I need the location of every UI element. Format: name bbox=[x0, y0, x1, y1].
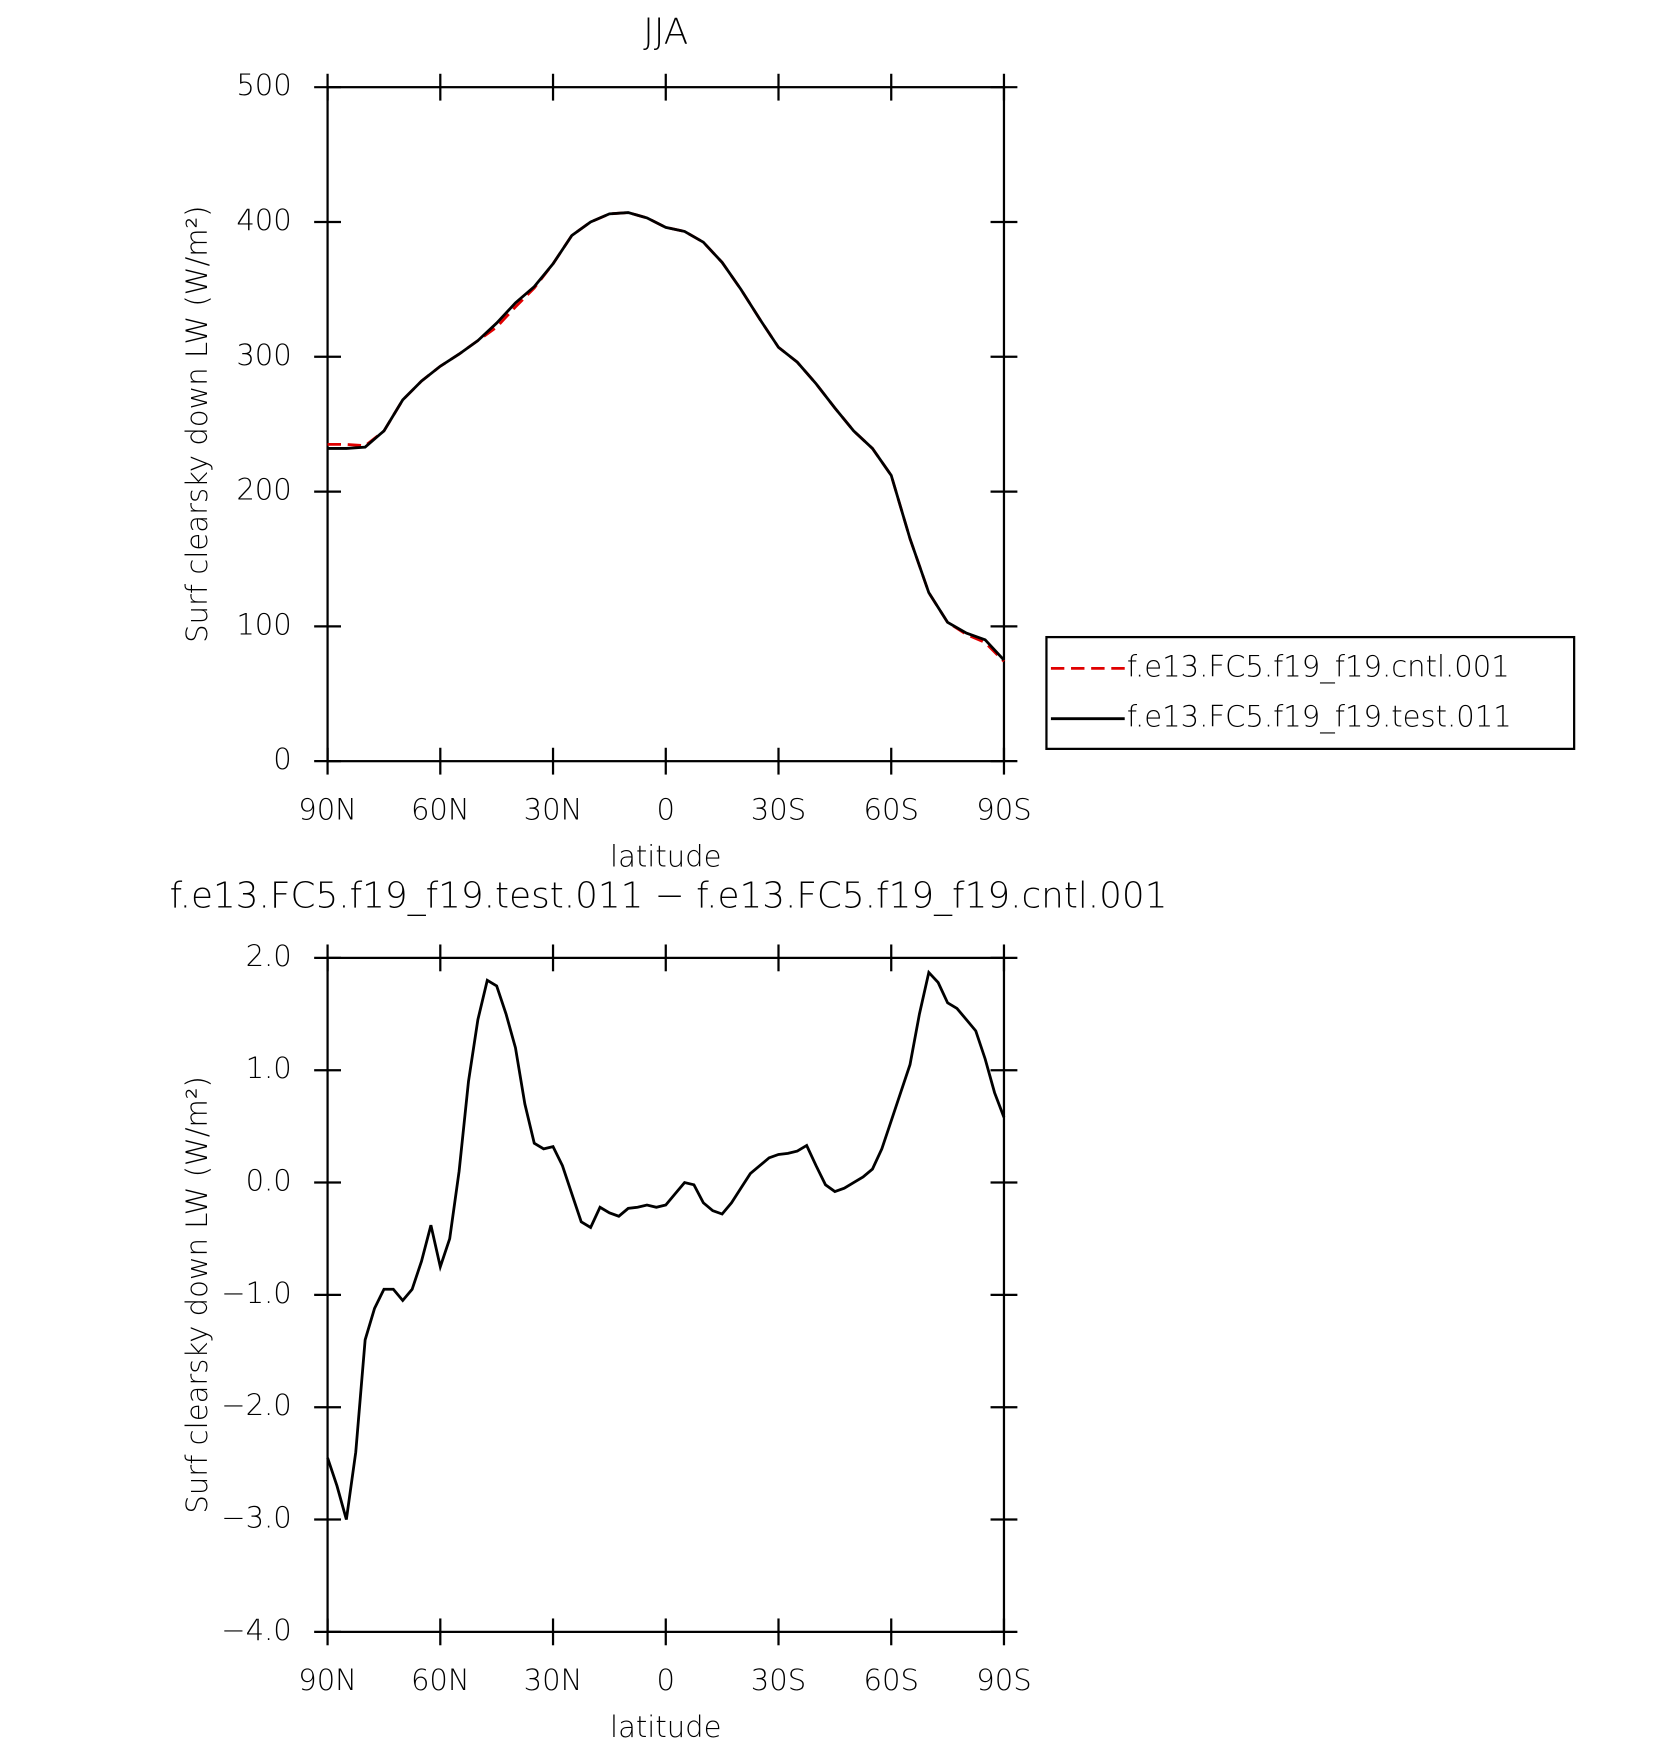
x-tick-label: 0 bbox=[657, 1663, 675, 1697]
y-axis-label: Surf clearsky down LW (W/m²) bbox=[180, 205, 214, 642]
y-tick-label: 1.0 bbox=[246, 1051, 292, 1085]
x-tick-label: 60N bbox=[411, 1663, 470, 1697]
x-tick-label: 90N bbox=[298, 1663, 357, 1697]
chart-title: JJA bbox=[643, 12, 688, 53]
y-tick-label: 400 bbox=[236, 203, 291, 237]
y-tick-label: 2.0 bbox=[246, 939, 292, 973]
y-tick-label: −1.0 bbox=[221, 1276, 292, 1310]
x-tick-label: 60N bbox=[411, 792, 470, 826]
y-tick-label: 0.0 bbox=[246, 1164, 292, 1198]
legend-label: f.e13.FC5.f19_f19.test.011 bbox=[1127, 700, 1512, 735]
y-tick-label: 100 bbox=[236, 607, 291, 641]
x-tick-label: 90N bbox=[298, 792, 357, 826]
x-tick-label: 90S bbox=[976, 792, 1031, 826]
line-series bbox=[327, 211, 1005, 662]
y-tick-label: −4.0 bbox=[221, 1613, 292, 1647]
x-tick-label: 30S bbox=[751, 792, 806, 826]
chart-title: f.e13.FC5.f19_f19.test.011 − f.e13.FC5.f… bbox=[170, 876, 1168, 917]
legend-box bbox=[1045, 635, 1576, 750]
y-tick-label: 300 bbox=[236, 338, 291, 372]
x-tick-label: 90S bbox=[976, 1663, 1031, 1697]
line-series bbox=[326, 969, 1006, 1520]
x-axis-label: latitude bbox=[610, 839, 721, 873]
x-axis-label: latitude bbox=[610, 1710, 721, 1744]
y-axis-label: Surf clearsky down LW (W/m²) bbox=[180, 1076, 214, 1513]
legend-label: f.e13.FC5.f19_f19.cntl.001 bbox=[1127, 649, 1510, 684]
x-tick-label: 30S bbox=[751, 1663, 806, 1697]
y-tick-label: −2.0 bbox=[221, 1388, 292, 1422]
x-tick-label: 0 bbox=[657, 792, 675, 826]
y-tick-label: −3.0 bbox=[221, 1501, 292, 1535]
plot-frame bbox=[326, 956, 1006, 1633]
y-tick-label: 500 bbox=[236, 68, 291, 102]
y-tick-label: 200 bbox=[236, 473, 291, 507]
x-tick-label: 30N bbox=[524, 1663, 583, 1697]
y-tick-label: 0 bbox=[273, 742, 291, 776]
x-tick-label: 60S bbox=[864, 792, 919, 826]
x-tick-label: 30N bbox=[524, 792, 583, 826]
line-series bbox=[327, 211, 1005, 663]
x-tick-label: 60S bbox=[864, 1663, 919, 1697]
plot-frame bbox=[326, 86, 1006, 763]
